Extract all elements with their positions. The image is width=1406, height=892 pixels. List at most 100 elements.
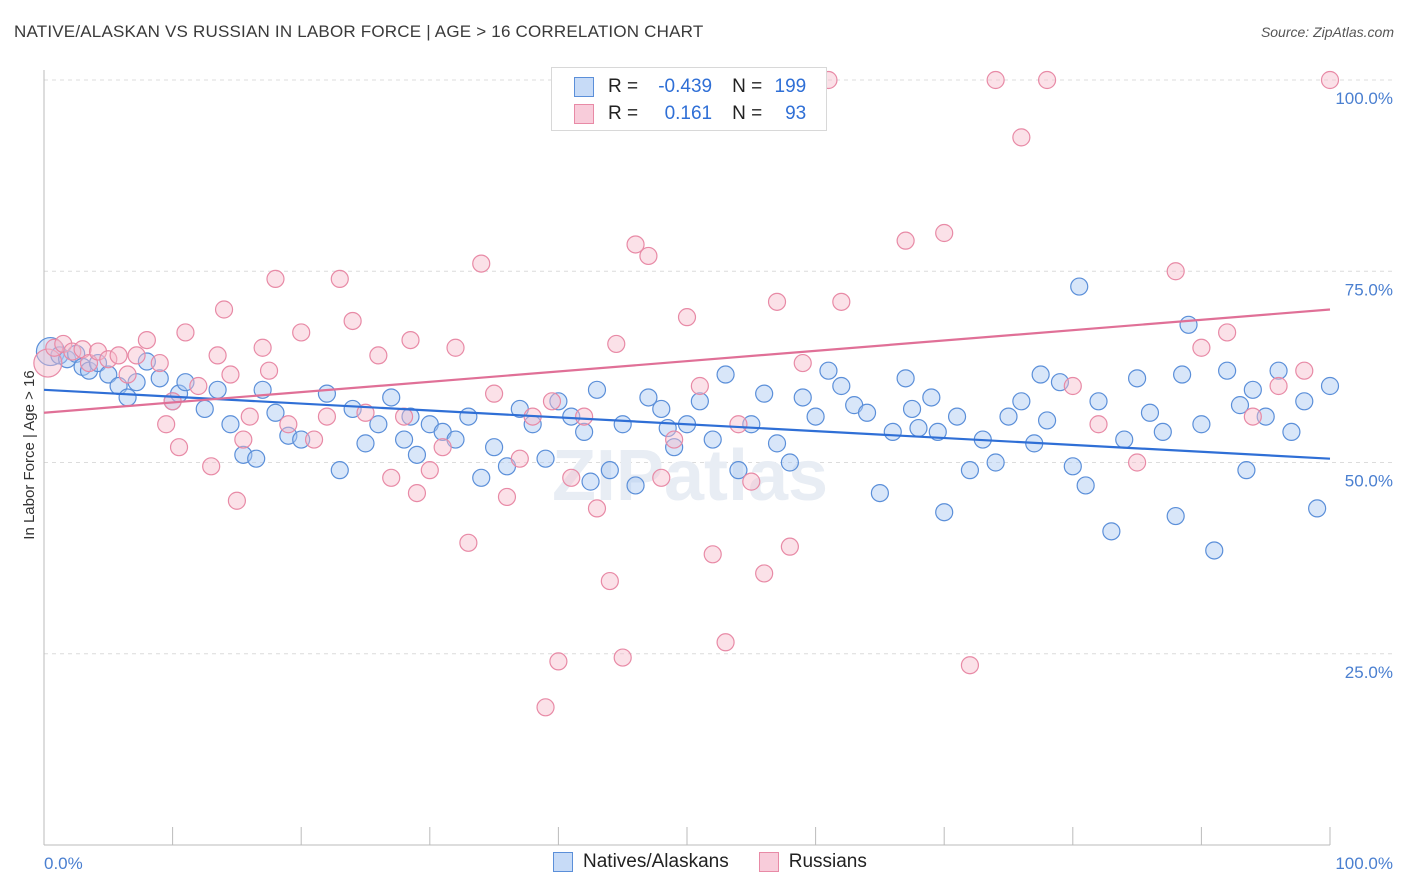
- y-tick-label: 25.0%: [1345, 663, 1393, 682]
- point-natives: [1243, 380, 1262, 399]
- point-russians: [510, 449, 529, 468]
- point-russians: [356, 403, 375, 422]
- point-russians: [767, 292, 787, 311]
- point-russians: [1218, 323, 1237, 342]
- point-russians: [729, 415, 748, 434]
- point-russians: [202, 457, 221, 476]
- trend-lines: [43, 308, 1331, 460]
- point-natives: [902, 399, 922, 419]
- point-russians: [330, 269, 349, 288]
- point-natives: [587, 380, 607, 399]
- point-russians: [446, 338, 465, 357]
- point-russians: [1166, 262, 1185, 281]
- point-natives: [870, 484, 890, 503]
- point-russians: [317, 407, 337, 426]
- point-natives: [703, 430, 722, 449]
- point-natives: [118, 388, 137, 407]
- legend-swatch-blue: [553, 852, 573, 872]
- point-russians: [986, 70, 1005, 90]
- point-russians: [259, 361, 279, 380]
- point-russians: [639, 246, 658, 266]
- point-natives: [1037, 411, 1057, 430]
- series-legend: Natives/Alaskans Russians: [553, 851, 897, 873]
- point-russians: [613, 648, 632, 667]
- point-russians: [690, 376, 709, 396]
- point-natives: [221, 415, 240, 434]
- point-natives: [459, 407, 478, 426]
- point-natives: [665, 438, 684, 457]
- point-natives: [986, 453, 1005, 472]
- point-russians: [1127, 453, 1147, 472]
- point-russians: [665, 430, 684, 449]
- point-natives: [330, 461, 349, 480]
- point-natives: [716, 365, 735, 384]
- point-natives: [857, 403, 877, 422]
- point-russians: [266, 269, 285, 288]
- point-russians: [1320, 70, 1340, 90]
- point-russians: [157, 415, 176, 434]
- legend-r-label: R =: [608, 103, 639, 124]
- point-russians: [536, 698, 555, 717]
- point-natives: [806, 407, 825, 426]
- axes: [43, 70, 1331, 846]
- point-russians: [227, 491, 246, 510]
- watermark: ZIPatlas: [552, 436, 828, 516]
- y-axis-title: In Labor Force | Age > 16: [21, 370, 38, 539]
- point-natives: [575, 422, 594, 441]
- point-natives: [1173, 365, 1192, 384]
- series-natives-points: [35, 277, 1340, 560]
- point-natives: [999, 407, 1018, 426]
- point-russians: [459, 533, 478, 552]
- point-natives: [150, 369, 169, 388]
- point-russians: [1269, 376, 1288, 396]
- point-russians: [169, 438, 189, 457]
- point-russians: [1192, 338, 1211, 357]
- point-russians: [575, 407, 594, 426]
- legend-r-value: -0.439: [658, 76, 713, 97]
- legend-item-natives: Natives/Alaskans: [553, 851, 729, 873]
- trend-line: [43, 388, 1331, 460]
- point-russians: [1012, 128, 1031, 147]
- legend-swatch-pink: [758, 852, 779, 872]
- point-natives: [883, 422, 902, 441]
- point-natives: [947, 407, 967, 426]
- x-tick-labels: 0.0% 100.0%: [44, 854, 1393, 873]
- point-natives: [909, 418, 928, 438]
- point-natives: [208, 380, 227, 399]
- point-russians: [1295, 361, 1314, 380]
- legend-row-natives: R = -0.439 N = 199: [574, 75, 806, 99]
- point-russians: [420, 461, 439, 480]
- point-natives: [793, 388, 812, 407]
- point-russians: [472, 254, 491, 273]
- point-russians: [137, 331, 156, 350]
- point-natives: [896, 369, 915, 388]
- point-russians: [279, 415, 298, 434]
- point-russians: [703, 545, 722, 564]
- legend-n-value: 93: [785, 103, 807, 124]
- point-natives: [1282, 422, 1301, 441]
- y-tick-label: 100.0%: [1335, 89, 1393, 108]
- point-russians: [542, 392, 562, 411]
- point-russians: [189, 376, 208, 396]
- legend-n-value: 199: [774, 76, 807, 97]
- point-russians: [935, 223, 954, 243]
- point-natives: [1127, 369, 1147, 388]
- point-russians: [382, 468, 401, 487]
- source-label: Source: ZipAtlas.com: [1260, 24, 1394, 40]
- point-russians: [88, 342, 108, 361]
- legend-swatch-pink: [574, 104, 594, 124]
- point-natives: [1230, 396, 1250, 415]
- point-russians: [607, 334, 626, 354]
- point-natives: [356, 434, 375, 453]
- point-russians: [497, 487, 517, 507]
- point-russians: [960, 656, 980, 675]
- point-natives: [1320, 376, 1340, 396]
- legend-r-label: R =: [608, 76, 639, 97]
- legend-n-label: N =: [732, 76, 763, 97]
- point-natives: [1295, 392, 1314, 411]
- y-tick-label: 50.0%: [1345, 472, 1393, 491]
- point-natives: [401, 407, 420, 426]
- point-natives: [1031, 365, 1050, 384]
- point-natives: [1076, 476, 1095, 495]
